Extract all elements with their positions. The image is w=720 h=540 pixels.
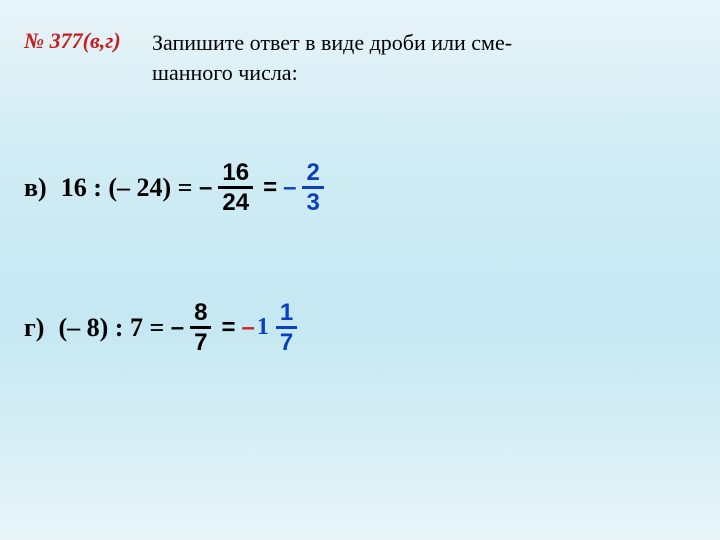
problem-v-expression: 16 : (– 24) = xyxy=(61,173,193,203)
problem-g-answer: – 1 1 7 xyxy=(242,300,302,355)
instruction-line1: Запишите ответ в виде дроби или сме- xyxy=(152,30,512,55)
minus-sign: – xyxy=(242,314,255,342)
problem-v-label: в) xyxy=(24,173,47,203)
fraction-denominator: 3 xyxy=(302,186,323,215)
fraction-denominator: 7 xyxy=(190,326,211,355)
fraction-2-3: 2 3 xyxy=(302,160,323,215)
minus-sign: – xyxy=(171,314,184,342)
instruction-line2: шанного числа: xyxy=(152,60,298,85)
fraction-numerator: 8 xyxy=(190,300,211,326)
fraction-denominator: 24 xyxy=(218,186,253,215)
minus-sign: – xyxy=(283,174,296,202)
fraction-8-7: 8 7 xyxy=(190,300,211,355)
fraction-numerator: 2 xyxy=(302,160,323,186)
mixed-whole: 1 xyxy=(257,314,269,341)
exercise-number: № 377(в,г) xyxy=(24,28,121,54)
problem-g-expression: (– 8) : 7 = xyxy=(58,313,164,343)
problem-v-step1: – 16 24 = xyxy=(199,160,283,215)
fraction-numerator: 16 xyxy=(218,160,253,186)
fraction-1-7: 1 7 xyxy=(276,300,297,355)
minus-sign: – xyxy=(199,174,212,202)
problem-v-answer: – 2 3 xyxy=(283,160,328,215)
problem-g-label: г) xyxy=(24,313,44,343)
equals-sign: = xyxy=(221,314,235,342)
equals-sign: = xyxy=(263,174,277,202)
instruction: Запишите ответ в виде дроби или сме- шан… xyxy=(152,28,652,87)
fraction-denominator: 7 xyxy=(276,326,297,355)
problem-g-step1: – 8 7 = xyxy=(171,300,242,355)
fraction-numerator: 1 xyxy=(276,300,297,326)
fraction-16-24: 16 24 xyxy=(218,160,253,215)
problem-v: в) 16 : (– 24) = – 16 24 = – 2 3 xyxy=(24,160,328,215)
problem-g: г) (– 8) : 7 = – 8 7 = – 1 1 7 xyxy=(24,300,301,355)
